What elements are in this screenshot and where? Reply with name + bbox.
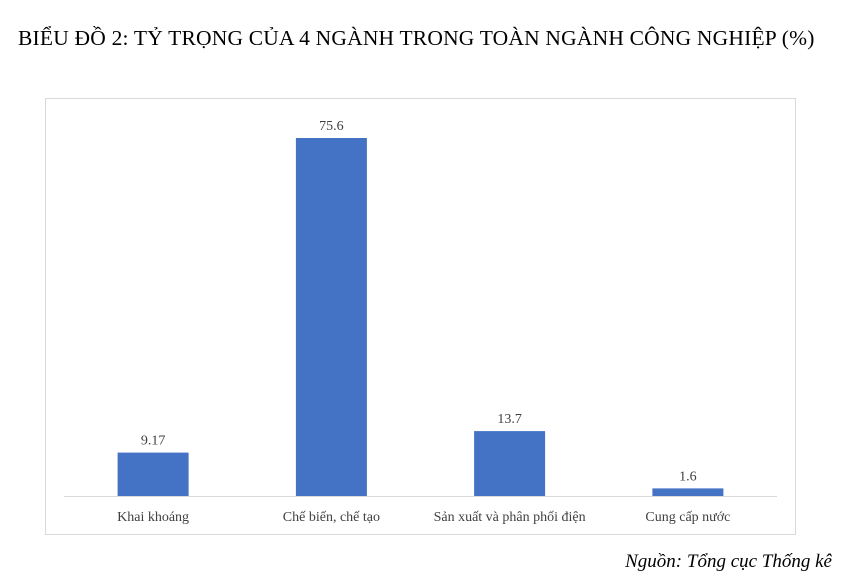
bar-3 xyxy=(474,431,546,496)
category-label-1: Khai khoáng xyxy=(117,510,189,525)
category-label-3: Sản xuất và phân phối điện xyxy=(434,510,586,525)
bar-2 xyxy=(295,138,367,496)
bars-group xyxy=(117,138,724,496)
value-label-2: 75.6 xyxy=(319,119,344,134)
value-labels-group: 9.17 75.6 13.7 1.6 xyxy=(141,119,697,484)
category-label-2: Chế biến, chế tạo xyxy=(283,510,380,525)
value-label-3: 13.7 xyxy=(497,412,521,427)
bar-chart: 9.17 75.6 13.7 1.6 Khai khoáng Chế biến, chế… xyxy=(64,119,777,525)
chart-area: 9.17 75.6 13.7 1.6 Khai khoáng Chế biến, chế… xyxy=(45,98,796,535)
chart-title: BIỂU ĐỒ 2: TỶ TRỌNG CỦA 4 NGÀNH TRONG TO… xyxy=(18,26,815,50)
value-label-4: 1.6 xyxy=(679,469,697,484)
value-label-1: 9.17 xyxy=(141,434,166,449)
source-note: Nguồn: Tổng cục Thống kê xyxy=(625,551,832,572)
bar-1 xyxy=(117,452,189,496)
bar-4 xyxy=(652,488,724,496)
category-label-4: Cung cấp nước xyxy=(645,510,730,525)
category-labels-group: Khai khoáng Chế biến, chế tạo Sản xuất và … xyxy=(117,510,730,525)
